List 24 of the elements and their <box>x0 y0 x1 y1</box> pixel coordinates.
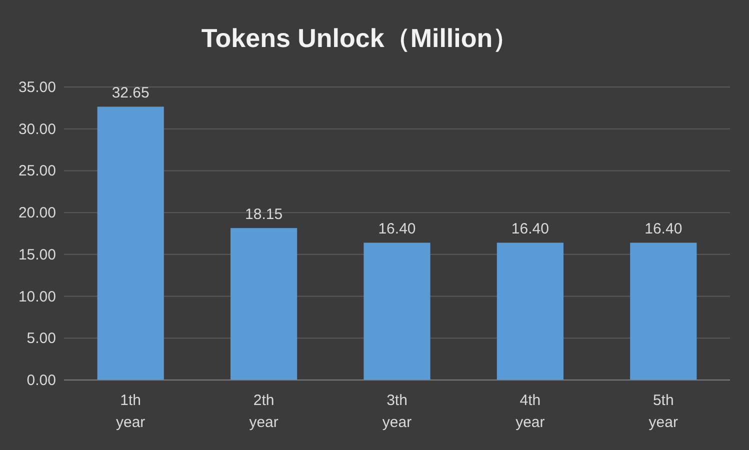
bar <box>630 242 697 380</box>
data-label: 16.40 <box>644 220 682 238</box>
x-tick-label: 3th year <box>382 392 412 431</box>
y-tick-label: 5.00 <box>26 330 56 348</box>
x-tick-label: 4th year <box>516 392 545 431</box>
data-label: 18.15 <box>245 206 283 224</box>
y-tick-label: 35.00 <box>18 79 56 96</box>
y-tick-label: 30.00 <box>18 120 56 138</box>
bar <box>97 106 164 380</box>
bar <box>496 242 564 380</box>
data-label: 16.40 <box>511 220 549 238</box>
y-tick-label: 20.00 <box>18 204 56 222</box>
y-tick-label: 0.00 <box>26 372 56 389</box>
x-tick-label: 5th year <box>648 392 678 431</box>
bar <box>364 242 430 380</box>
data-label: 16.40 <box>378 220 416 238</box>
y-tick-label: 10.00 <box>18 288 56 306</box>
data-label: 32.65 <box>112 84 150 102</box>
y-tick-label: 15.00 <box>18 246 56 264</box>
chart-title: Tokens Unlock（Million） <box>201 23 519 53</box>
x-tick-label: 2th year <box>249 392 278 431</box>
y-tick-label: 25.00 <box>18 162 56 180</box>
x-tick-label: 1th year <box>116 392 146 431</box>
bar <box>230 228 298 380</box>
